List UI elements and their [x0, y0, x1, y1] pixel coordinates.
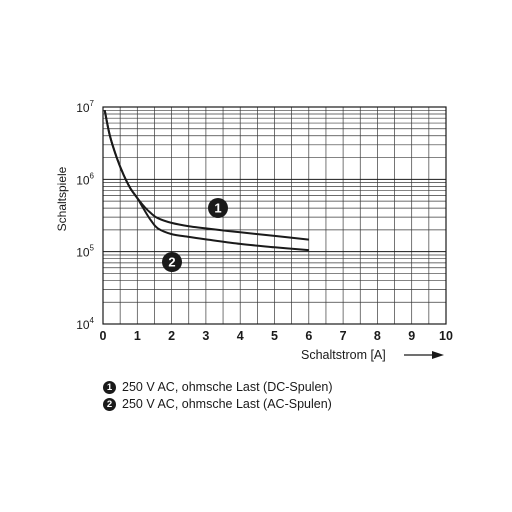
x-tick-label: 6	[305, 329, 312, 343]
legend: 1 250 V AC, ohmsche Last (DC-Spulen) 2 2…	[103, 379, 333, 413]
x-tick-label: 4	[237, 329, 244, 343]
series-marker-label: 2	[168, 255, 175, 270]
series-line-1	[103, 110, 309, 241]
plot-border	[102, 106, 447, 325]
y-tick-label: 107	[76, 99, 94, 115]
y-axis-label: Schaltspiele	[55, 166, 69, 231]
x-axis-arrow	[404, 351, 444, 359]
y-tick-label: 104	[76, 316, 94, 332]
legend-label: 250 V AC, ohmsche Last (DC-Spulen)	[122, 380, 333, 394]
series-layer: 12	[103, 110, 309, 272]
legend-item: 1 250 V AC, ohmsche Last (DC-Spulen)	[103, 379, 333, 396]
x-tick-label: 5	[271, 329, 278, 343]
y-tick-label: 106	[76, 171, 94, 187]
x-tick-label: 1	[134, 329, 141, 343]
plot-frame	[102, 106, 447, 325]
x-axis-label: Schaltstrom [A]	[301, 348, 386, 362]
x-tick-label: 0	[100, 329, 107, 343]
x-tick-label: 2	[168, 329, 175, 343]
y-tick-label: 105	[76, 244, 94, 260]
x-tick-label: 10	[439, 329, 453, 343]
x-tick-label: 9	[408, 329, 415, 343]
legend-label: 250 V AC, ohmsche Last (AC-Spulen)	[122, 397, 332, 411]
series-marker-1	[208, 198, 228, 218]
series-line-2	[103, 110, 309, 252]
x-tick-label: 7	[340, 329, 347, 343]
series-marker-label: 1	[214, 201, 221, 216]
legend-item: 2 250 V AC, ohmsche Last (AC-Spulen)	[103, 396, 333, 413]
series-marker-badge: 2	[103, 398, 116, 411]
series-marker-2	[162, 252, 182, 272]
x-tick-label: 8	[374, 329, 381, 343]
x-tick-label: 3	[202, 329, 209, 343]
series-marker-badge: 1	[103, 381, 116, 394]
